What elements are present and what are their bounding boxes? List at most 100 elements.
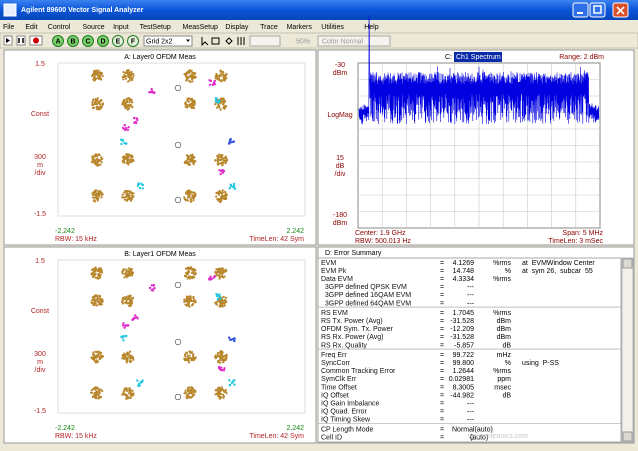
pilot-point [174, 281, 182, 289]
ref-point [148, 286, 152, 290]
symbol-point [99, 99, 102, 103]
row-unit: %rms [493, 276, 511, 283]
symbol-point [183, 274, 186, 277]
ref-point [121, 335, 125, 338]
row-equals: = [440, 384, 444, 391]
trace-button[interactable] [52, 35, 64, 47]
row-note: at sym 26, subcar 55 [522, 268, 593, 275]
symbol-point [188, 357, 191, 360]
ref-point [136, 184, 140, 188]
menu-item[interactable]: MeasSetup [183, 24, 219, 31]
symbol-point [121, 160, 124, 163]
trace-button[interactable] [97, 35, 109, 47]
rbw-label: RBW: 500.013 Hz [355, 238, 411, 245]
symbol-point [225, 392, 228, 395]
ref-point [233, 379, 236, 382]
symbol-point [128, 360, 131, 363]
color-box[interactable] [317, 35, 391, 47]
symbol-point [186, 70, 190, 73]
grid-dropdown[interactable] [143, 35, 193, 47]
trace-button[interactable] [67, 35, 79, 47]
y-bottom-label: -1.5 [34, 211, 46, 218]
menu-item[interactable]: Markers [287, 24, 313, 31]
y-bottom-label: -180 [333, 212, 347, 219]
scroll-down[interactable] [622, 431, 633, 442]
scroll-up[interactable] [622, 258, 633, 269]
pilot-point [174, 84, 182, 92]
menu-item[interactable]: TestSetup [140, 24, 171, 31]
symbol-point [131, 394, 134, 397]
trace-button[interactable] [82, 35, 94, 47]
row-equals: = [440, 401, 444, 408]
symbol-point [188, 354, 191, 357]
symbol-point [190, 358, 193, 362]
row-equals: = [440, 310, 444, 317]
row-equals: = [440, 268, 444, 275]
symbol-point [92, 387, 95, 391]
maximize-button[interactable] [589, 2, 606, 18]
symbol-point [186, 390, 190, 393]
symbol-point [91, 158, 94, 162]
pause-button[interactable] [16, 35, 26, 46]
symbol-point [225, 193, 228, 197]
menu-item[interactable]: Source [83, 24, 105, 31]
symbol-point [219, 190, 222, 193]
menu-item[interactable]: Trace [260, 24, 278, 31]
symbol-point [186, 106, 189, 109]
trace-button[interactable] [127, 35, 139, 47]
row-equals: = [440, 318, 444, 325]
ref-point [124, 324, 127, 327]
minimize-button[interactable] [572, 2, 589, 18]
symbol-point [127, 389, 130, 392]
symbol-point [184, 354, 187, 358]
ref-point [152, 91, 155, 94]
symbol-point [224, 296, 228, 299]
menu-item[interactable]: Display [225, 24, 248, 31]
symbol-point [94, 191, 97, 194]
menu-item[interactable]: File [3, 24, 14, 31]
row-label: EVM Pk [321, 268, 347, 275]
symbol-point [189, 154, 192, 157]
window-title: Agilent 89600 Vector Signal Analyzer [21, 7, 144, 14]
menu-item[interactable]: Control [48, 24, 71, 31]
symbol-point [127, 69, 130, 72]
symbol-point [90, 74, 94, 77]
symbol-point [94, 159, 97, 163]
zoom-box[interactable] [249, 35, 281, 47]
symbol-point [192, 394, 195, 397]
symbol-point [184, 389, 187, 392]
row-value: --- [467, 409, 475, 416]
symbol-point [91, 272, 94, 275]
trace-button[interactable] [112, 35, 124, 47]
symbol-point [218, 304, 221, 308]
trace-button-label: C [85, 38, 90, 45]
symbol-point [215, 106, 219, 109]
symbol-point [192, 295, 195, 299]
symbol-point [123, 354, 127, 357]
symbol-point [129, 396, 132, 399]
format-label: Const [31, 111, 49, 118]
scrollbar[interactable] [621, 257, 634, 443]
menu-item[interactable]: Utilities [321, 24, 344, 31]
row-equals: = [440, 360, 444, 367]
symbol-point [124, 107, 127, 110]
symbol-point [188, 193, 191, 196]
symbol-point [129, 75, 132, 78]
symbol-point [187, 392, 191, 395]
menu-item[interactable]: Input [113, 24, 129, 31]
row-label: RS EVM [321, 310, 348, 317]
symbol-point [124, 71, 127, 75]
ref-point [123, 326, 126, 329]
symbol-point [131, 296, 135, 300]
symbol-point [127, 153, 131, 156]
ref-point [217, 366, 221, 370]
menu-item[interactable]: Edit [25, 24, 37, 31]
symbol-point [124, 274, 127, 277]
symbol-point [90, 391, 93, 394]
symbol-point [94, 302, 97, 305]
symbol-point [190, 159, 193, 163]
menu-item[interactable]: Help [364, 24, 379, 31]
symbol-point [123, 100, 126, 103]
row-label: Common Tracking Error [321, 368, 396, 375]
